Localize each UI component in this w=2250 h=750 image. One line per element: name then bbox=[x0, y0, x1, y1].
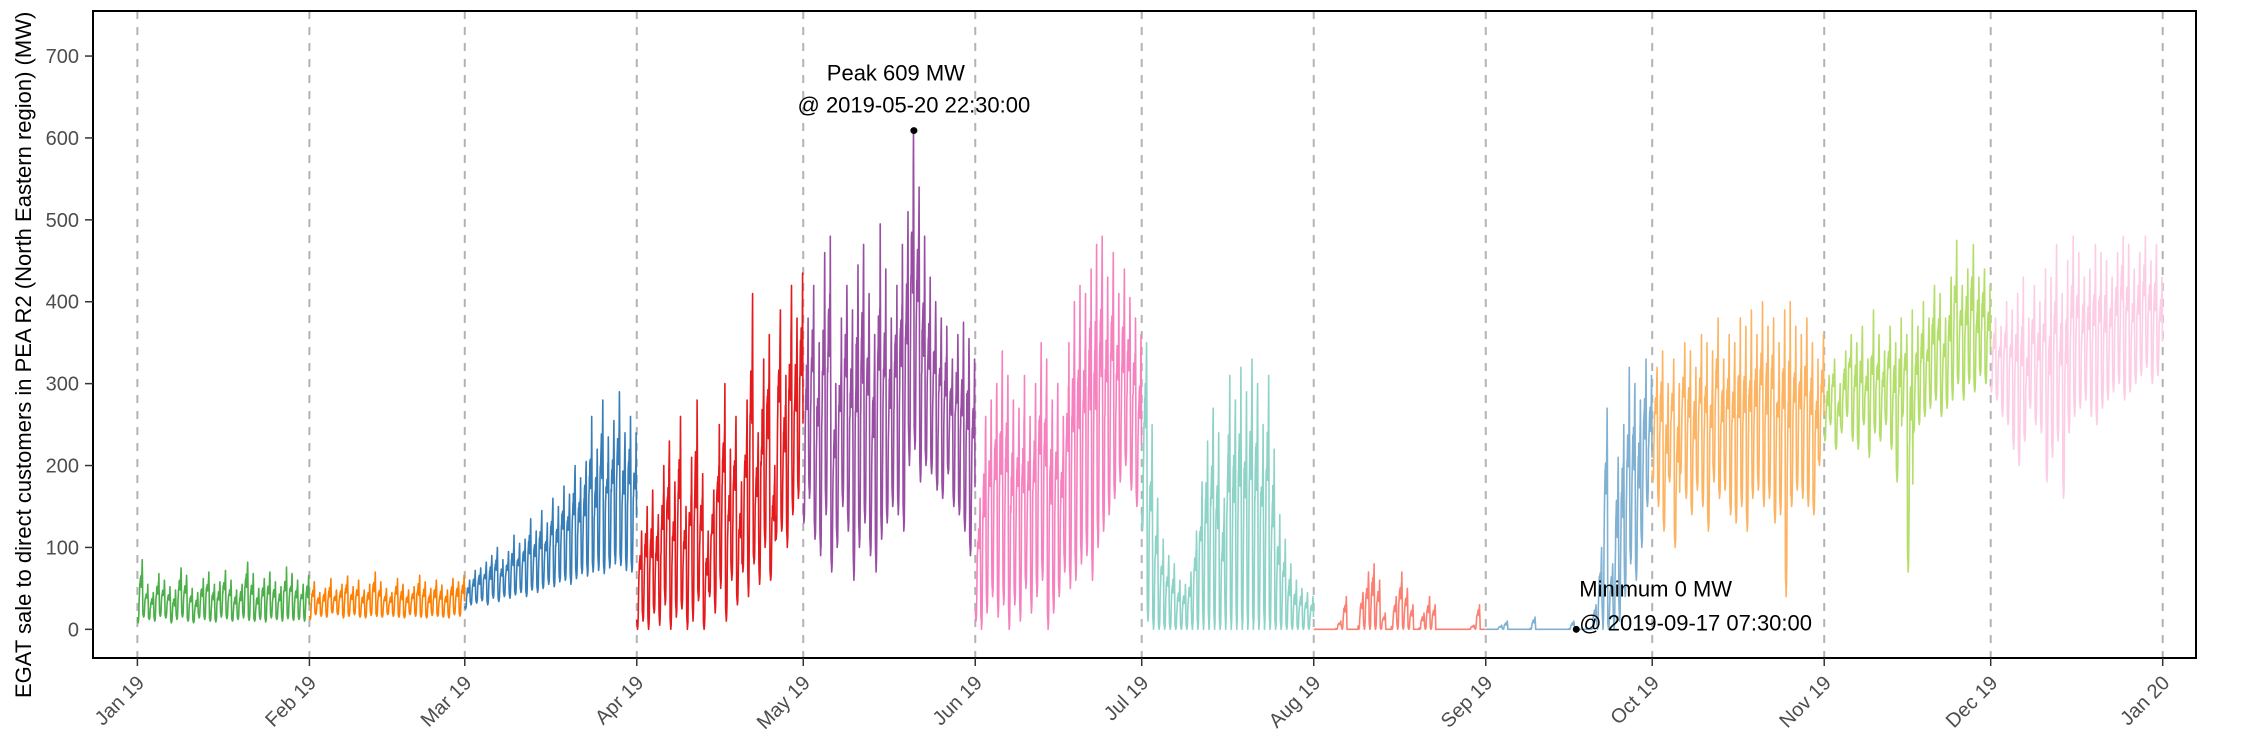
series-line-2019-10 bbox=[1651, 300, 1825, 598]
y-axis-ticks: 0 100 200 300 400 500 600 700 bbox=[46, 46, 93, 641]
series-line-2019-02 bbox=[308, 571, 466, 621]
x-tick-label: Aug 19 bbox=[1265, 672, 1325, 732]
y-tick-label: 700 bbox=[46, 46, 79, 68]
x-tick-label: Nov 19 bbox=[1775, 672, 1835, 732]
x-tick-label: Oct 19 bbox=[1607, 672, 1664, 729]
y-tick-label: 100 bbox=[46, 537, 79, 559]
y-axis-label: EGAT sale to direct customers in PEA R2 … bbox=[11, 12, 36, 698]
series-line-2019-05 bbox=[802, 129, 976, 581]
x-tick-label: Jan 19 bbox=[91, 672, 149, 730]
y-tick-label: 600 bbox=[46, 128, 79, 150]
y-tick-label: 500 bbox=[46, 210, 79, 232]
x-axis-ticks: Jan 19 Feb 19 Mar 19 Apr 19 May 19 Jun 19 Jul … bbox=[91, 658, 2174, 734]
x-tick-label: Feb 19 bbox=[261, 672, 321, 732]
plot-background bbox=[93, 11, 2196, 658]
peak-label-line1: Peak 609 MW bbox=[827, 61, 965, 86]
minimum-marker bbox=[1572, 625, 1580, 633]
x-tick-label: May 19 bbox=[753, 672, 815, 734]
series-line-2019-07 bbox=[1140, 341, 1315, 631]
x-tick-label: Jun 19 bbox=[929, 672, 987, 730]
y-tick-label: 400 bbox=[46, 292, 79, 314]
peak-label-line2: @ 2019-05-20 22:30:00 bbox=[798, 93, 1031, 118]
series-layer bbox=[136, 129, 2164, 631]
series-line-2019-09 bbox=[1485, 358, 1653, 631]
minimum-label-line2: @ 2019-09-17 07:30:00 bbox=[1579, 610, 1812, 635]
series-line-2019-11 bbox=[1823, 239, 1992, 573]
x-tick-label: Mar 19 bbox=[417, 672, 477, 732]
y-tick-label: 200 bbox=[46, 456, 79, 478]
x-tick-label: Sep 19 bbox=[1437, 672, 1497, 732]
x-tick-label: Dec 19 bbox=[1942, 672, 2002, 732]
peak-marker bbox=[910, 127, 918, 135]
x-tick-label: Jul 19 bbox=[1100, 672, 1153, 725]
y-tick-label: 300 bbox=[46, 374, 79, 396]
y-tick-label: 0 bbox=[68, 619, 79, 641]
series-line-2019-12 bbox=[1989, 235, 2164, 500]
series-line-2019-01 bbox=[136, 558, 310, 624]
x-tick-label: Apr 19 bbox=[591, 672, 648, 729]
series-line-2019-06 bbox=[974, 235, 1143, 631]
annotation-layer: Peak 609 MW @ 2019-05-20 22:30:00 Minimum … bbox=[798, 61, 1812, 636]
series-line-2019-08 bbox=[1313, 563, 1487, 631]
series-line-2019-04 bbox=[636, 272, 804, 631]
x-tick-label: Jan 20 bbox=[2116, 672, 2174, 730]
minimum-label-line1: Minimum 0 MW bbox=[1579, 576, 1732, 601]
plot-frame bbox=[92, 10, 2197, 659]
series-line-2019-03 bbox=[464, 391, 638, 610]
